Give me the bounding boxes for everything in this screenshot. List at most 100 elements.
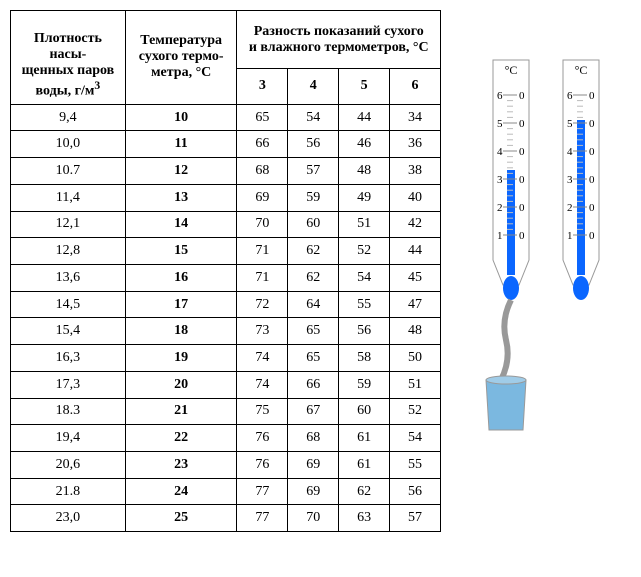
water-cup xyxy=(486,380,526,430)
dry-bulb xyxy=(573,276,589,300)
cell-density: 10.7 xyxy=(11,158,126,185)
cell-value: 46 xyxy=(339,131,390,158)
cell-value: 76 xyxy=(237,425,288,452)
cell-value: 56 xyxy=(339,318,390,345)
cell-value: 71 xyxy=(237,264,288,291)
svg-text:0: 0 xyxy=(519,90,525,102)
cell-temp: 12 xyxy=(125,158,237,185)
cup-rim xyxy=(486,376,526,384)
svg-text:6: 6 xyxy=(497,90,503,102)
th-diff-col: 4 xyxy=(288,69,339,104)
table-row: 12,11470605142 xyxy=(11,211,441,238)
cell-density: 19,4 xyxy=(11,425,126,452)
cell-value: 77 xyxy=(237,478,288,505)
svg-text:0: 0 xyxy=(589,230,595,242)
svg-text:0: 0 xyxy=(519,202,525,214)
cell-density: 17,3 xyxy=(11,371,126,398)
svg-text:5: 5 xyxy=(497,118,503,130)
cell-density: 11,4 xyxy=(11,184,126,211)
cell-value: 68 xyxy=(237,158,288,185)
cell-value: 59 xyxy=(339,371,390,398)
cell-value: 51 xyxy=(339,211,390,238)
wet-fluid xyxy=(507,170,515,275)
cell-value: 54 xyxy=(339,264,390,291)
thermometer-diagram: °C 605040302010 °C 605040302010 xyxy=(471,10,631,505)
svg-text:0: 0 xyxy=(589,174,595,186)
cell-density: 10,0 xyxy=(11,131,126,158)
cell-temp: 24 xyxy=(125,478,237,505)
unit-label: °C xyxy=(575,63,588,77)
cell-value: 66 xyxy=(288,371,339,398)
cell-value: 44 xyxy=(390,238,441,265)
cell-value: 36 xyxy=(390,131,441,158)
cell-value: 69 xyxy=(288,452,339,479)
cell-value: 54 xyxy=(390,425,441,452)
svg-text:0: 0 xyxy=(589,118,595,130)
table-row: 21.82477696256 xyxy=(11,478,441,505)
cell-value: 50 xyxy=(390,345,441,372)
cell-density: 13,6 xyxy=(11,264,126,291)
cell-value: 60 xyxy=(339,398,390,425)
dry-fluid xyxy=(577,120,585,275)
cell-value: 60 xyxy=(288,211,339,238)
svg-text:2: 2 xyxy=(497,202,503,214)
table-row: 11,41369594940 xyxy=(11,184,441,211)
cell-temp: 20 xyxy=(125,371,237,398)
cell-value: 51 xyxy=(390,371,441,398)
svg-text:1: 1 xyxy=(497,230,503,242)
svg-text:0: 0 xyxy=(589,146,595,158)
cell-value: 54 xyxy=(288,104,339,131)
cell-value: 62 xyxy=(339,478,390,505)
table-row: 14,51772645547 xyxy=(11,291,441,318)
table-row: 13,61671625445 xyxy=(11,264,441,291)
cell-value: 72 xyxy=(237,291,288,318)
cell-value: 57 xyxy=(288,158,339,185)
cell-value: 70 xyxy=(288,505,339,532)
cell-density: 9,4 xyxy=(11,104,126,131)
cell-value: 61 xyxy=(339,425,390,452)
svg-text:0: 0 xyxy=(589,202,595,214)
cell-value: 48 xyxy=(339,158,390,185)
cell-value: 66 xyxy=(237,131,288,158)
svg-text:4: 4 xyxy=(497,146,503,158)
th-diff-col: 6 xyxy=(390,69,441,104)
cell-temp: 10 xyxy=(125,104,237,131)
wick xyxy=(501,300,511,380)
cell-value: 77 xyxy=(237,505,288,532)
cell-temp: 23 xyxy=(125,452,237,479)
cell-value: 59 xyxy=(288,184,339,211)
th-diff-col: 5 xyxy=(339,69,390,104)
cell-value: 42 xyxy=(390,211,441,238)
hygrometer-table: Плотность насы-щенных паровводы, г/м3 Те… xyxy=(10,10,441,532)
cell-value: 58 xyxy=(339,345,390,372)
cell-value: 68 xyxy=(288,425,339,452)
cell-value: 52 xyxy=(339,238,390,265)
cell-value: 74 xyxy=(237,345,288,372)
table-row: 20,62376696155 xyxy=(11,452,441,479)
table-row: 10,01166564636 xyxy=(11,131,441,158)
cell-density: 20,6 xyxy=(11,452,126,479)
svg-text:6: 6 xyxy=(567,90,573,102)
cell-value: 75 xyxy=(237,398,288,425)
cell-value: 62 xyxy=(288,238,339,265)
table-row: 23,02577706357 xyxy=(11,505,441,532)
cell-temp: 14 xyxy=(125,211,237,238)
th-diff: Разность показаний сухогои влажного терм… xyxy=(237,11,441,69)
cell-temp: 11 xyxy=(125,131,237,158)
cell-value: 56 xyxy=(390,478,441,505)
cell-value: 49 xyxy=(339,184,390,211)
cell-value: 44 xyxy=(339,104,390,131)
cell-value: 67 xyxy=(288,398,339,425)
cell-value: 65 xyxy=(288,318,339,345)
svg-text:2: 2 xyxy=(567,202,573,214)
wet-thermometer: °C 605040302010 xyxy=(486,60,529,430)
cell-value: 69 xyxy=(288,478,339,505)
table-row: 15,41873655648 xyxy=(11,318,441,345)
cell-value: 52 xyxy=(390,398,441,425)
dry-thermometer: °C 605040302010 xyxy=(563,60,599,300)
th-density-sup: 3 xyxy=(94,79,100,92)
cell-value: 63 xyxy=(339,505,390,532)
th-diff-col: 3 xyxy=(237,69,288,104)
svg-text:1: 1 xyxy=(567,230,573,242)
cell-value: 55 xyxy=(339,291,390,318)
